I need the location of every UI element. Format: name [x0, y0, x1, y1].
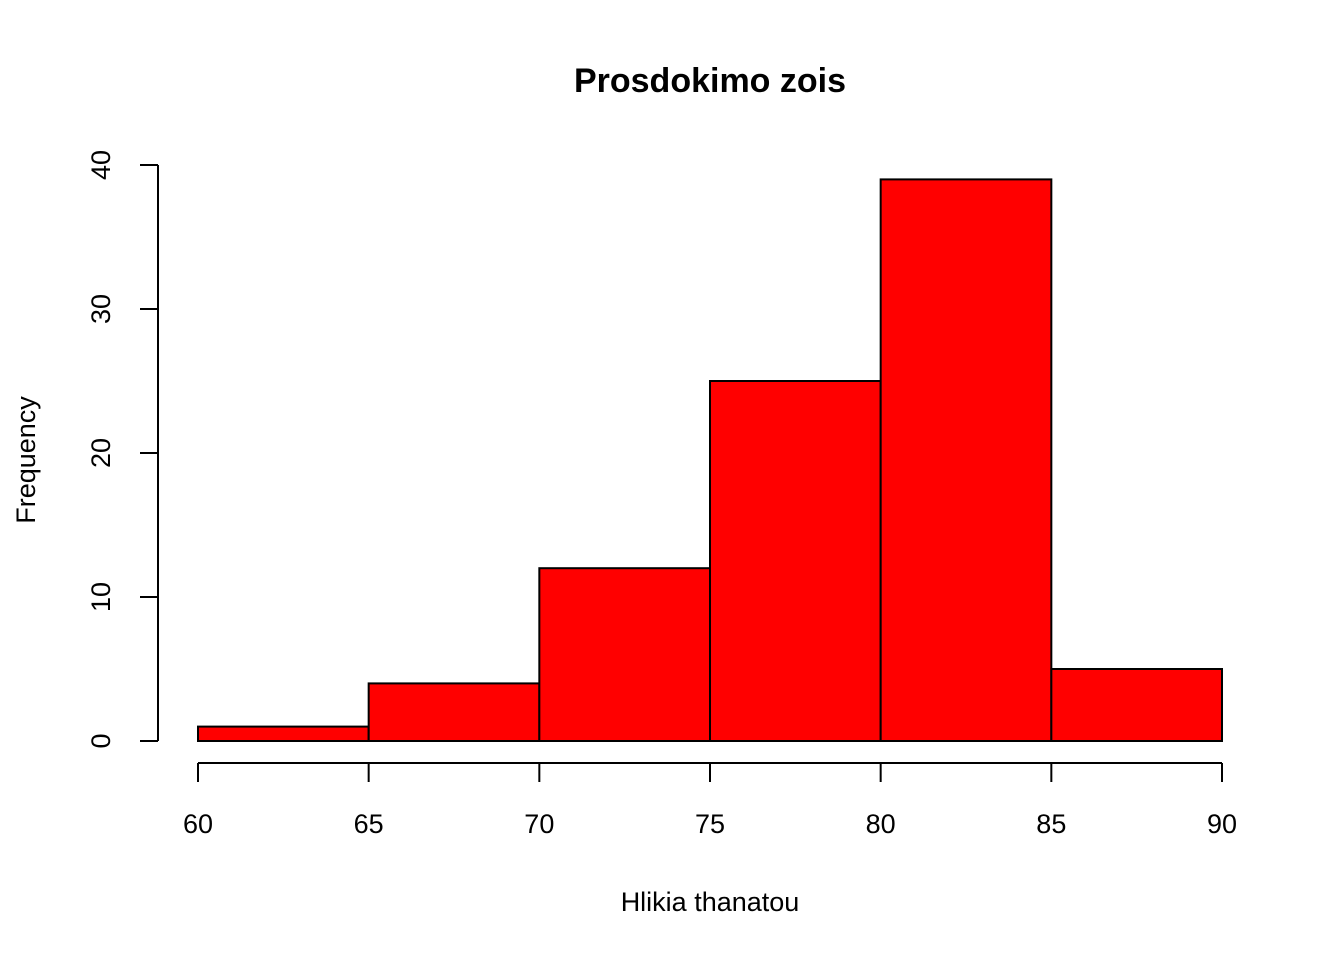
y-tick-label: 10	[86, 582, 116, 612]
x-tick-label: 60	[183, 809, 213, 839]
y-tick-label: 40	[86, 150, 116, 180]
x-tick-label: 90	[1207, 809, 1237, 839]
x-tick-label: 80	[866, 809, 896, 839]
x-tick-label: 65	[354, 809, 384, 839]
x-tick-label: 70	[524, 809, 554, 839]
histogram-bar-85-90	[1050, 668, 1224, 742]
x-axis: 60 65 70 75 80 85 90	[183, 762, 1237, 839]
histogram-bar-80-85	[879, 178, 1053, 742]
histogram-bar-70-75	[538, 567, 711, 743]
y-tick-label: 30	[86, 294, 116, 324]
histogram-bar-65-70	[367, 682, 541, 743]
histogram-bar-75-80	[709, 380, 882, 742]
y-tick-label: 0	[86, 733, 116, 748]
x-axis-label: Hlikia thanatou	[621, 887, 800, 917]
histogram-bar-60-65	[197, 725, 370, 742]
x-tick-label: 85	[1036, 809, 1066, 839]
y-axis-label: Frequency	[11, 396, 41, 524]
x-tick-label: 75	[695, 809, 725, 839]
y-axis: 0 10 20 30 40	[86, 150, 159, 749]
chart-title: Prosdokimo zois	[574, 62, 846, 100]
y-tick-label: 20	[86, 438, 116, 468]
bars-group	[197, 178, 1224, 743]
